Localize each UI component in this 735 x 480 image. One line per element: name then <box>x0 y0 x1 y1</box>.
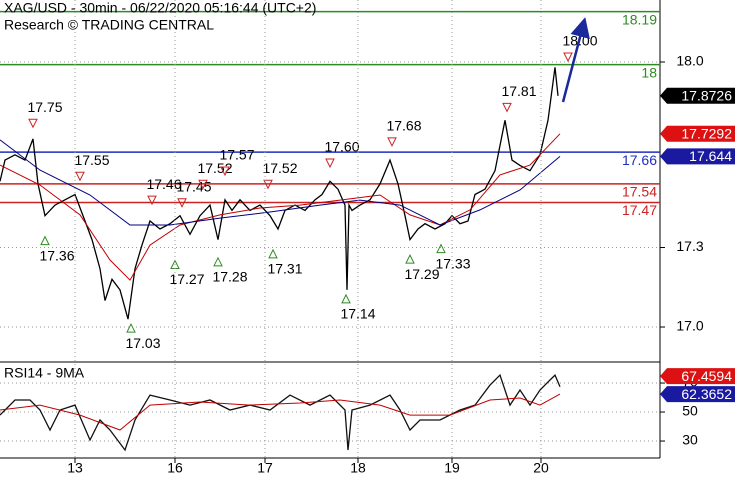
pivot-marker <box>40 235 50 246</box>
x-tick-label: 13 <box>67 460 83 476</box>
level-label: 18.19 <box>622 11 657 27</box>
price-box-label: 17.644 <box>689 148 732 164</box>
pivot-label: 17.46 <box>146 176 181 192</box>
price-box <box>660 87 735 104</box>
chart-subtitle: Research © TRADING CENTRAL <box>4 17 214 33</box>
pivot-marker <box>436 243 446 254</box>
pivot-marker <box>198 179 208 190</box>
x-tick-label: 20 <box>533 460 549 476</box>
pivot-marker <box>341 293 351 304</box>
y-tick-label: 17.3 <box>676 238 703 254</box>
pivot-marker <box>325 158 335 169</box>
pivot-label: 17.36 <box>39 247 74 263</box>
pivot-label: 17.31 <box>267 261 302 277</box>
forecast-arrow <box>561 17 590 103</box>
series-line <box>0 373 561 452</box>
pivot-label: 17.33 <box>435 255 470 271</box>
x-tick-label: 16 <box>167 460 183 476</box>
price-box <box>660 386 735 403</box>
pivot-marker <box>126 322 136 333</box>
pivot-label: 17.29 <box>404 266 439 282</box>
pivot-marker <box>75 171 85 182</box>
price-box-label: 17.8726 <box>681 87 732 103</box>
pivot-label: 17.75 <box>27 99 62 115</box>
pivot-marker <box>268 248 278 259</box>
pivot-marker <box>502 102 512 113</box>
pivot-label: 17.45 <box>176 178 211 194</box>
pivot-marker <box>177 198 187 208</box>
series-line <box>0 67 559 320</box>
pivot-marker <box>263 179 273 190</box>
pivot-label: 17.68 <box>386 118 421 134</box>
price-box <box>660 368 735 385</box>
series-line <box>0 139 561 226</box>
level-label: 17.47 <box>622 202 657 218</box>
pivot-marker <box>387 137 397 147</box>
pivot-label: 17.55 <box>74 152 109 168</box>
pivot-marker <box>147 195 157 206</box>
x-tick-label: 18 <box>350 460 366 476</box>
y-tick-label: 17.0 <box>676 318 703 334</box>
price-box-label: 17.7292 <box>681 125 732 141</box>
pivot-label: 17.27 <box>169 271 204 287</box>
y-tick-label: 18.0 <box>676 53 703 69</box>
pivot-label: 17.03 <box>125 335 160 351</box>
price-box <box>660 125 735 142</box>
price-box-label: 67.4594 <box>681 368 732 384</box>
pivot-marker <box>28 118 38 129</box>
pivot-marker <box>405 254 415 264</box>
x-tick-label: 17 <box>257 460 273 476</box>
pivot-label: 17.57 <box>219 147 254 163</box>
y-tick-label: 50 <box>682 403 698 419</box>
pivot-label: 17.81 <box>501 83 536 99</box>
level-label: 17.54 <box>622 184 657 200</box>
level-label: 17.66 <box>622 152 657 168</box>
pivot-label: 17.14 <box>340 306 375 322</box>
price-box <box>660 148 735 165</box>
x-tick-label: 19 <box>444 460 460 476</box>
pivot-label: 17.60 <box>324 139 359 155</box>
series-line <box>0 133 561 281</box>
price-box-label: 62.3652 <box>681 386 732 402</box>
series-line <box>0 393 561 431</box>
y-tick-label: 30 <box>682 432 698 448</box>
rsi-title: RSI14 - 9MA <box>4 365 85 381</box>
pivot-marker <box>563 52 573 63</box>
pivot-marker <box>220 166 230 177</box>
pivot-marker <box>213 256 223 267</box>
pivot-label: 17.28 <box>212 269 247 285</box>
level-label: 18 <box>641 64 657 80</box>
pivot-label: 17.52 <box>262 160 297 176</box>
chart-title: XAG/USD - 30min - 06/22/2020 05:16:44 (U… <box>4 0 316 16</box>
